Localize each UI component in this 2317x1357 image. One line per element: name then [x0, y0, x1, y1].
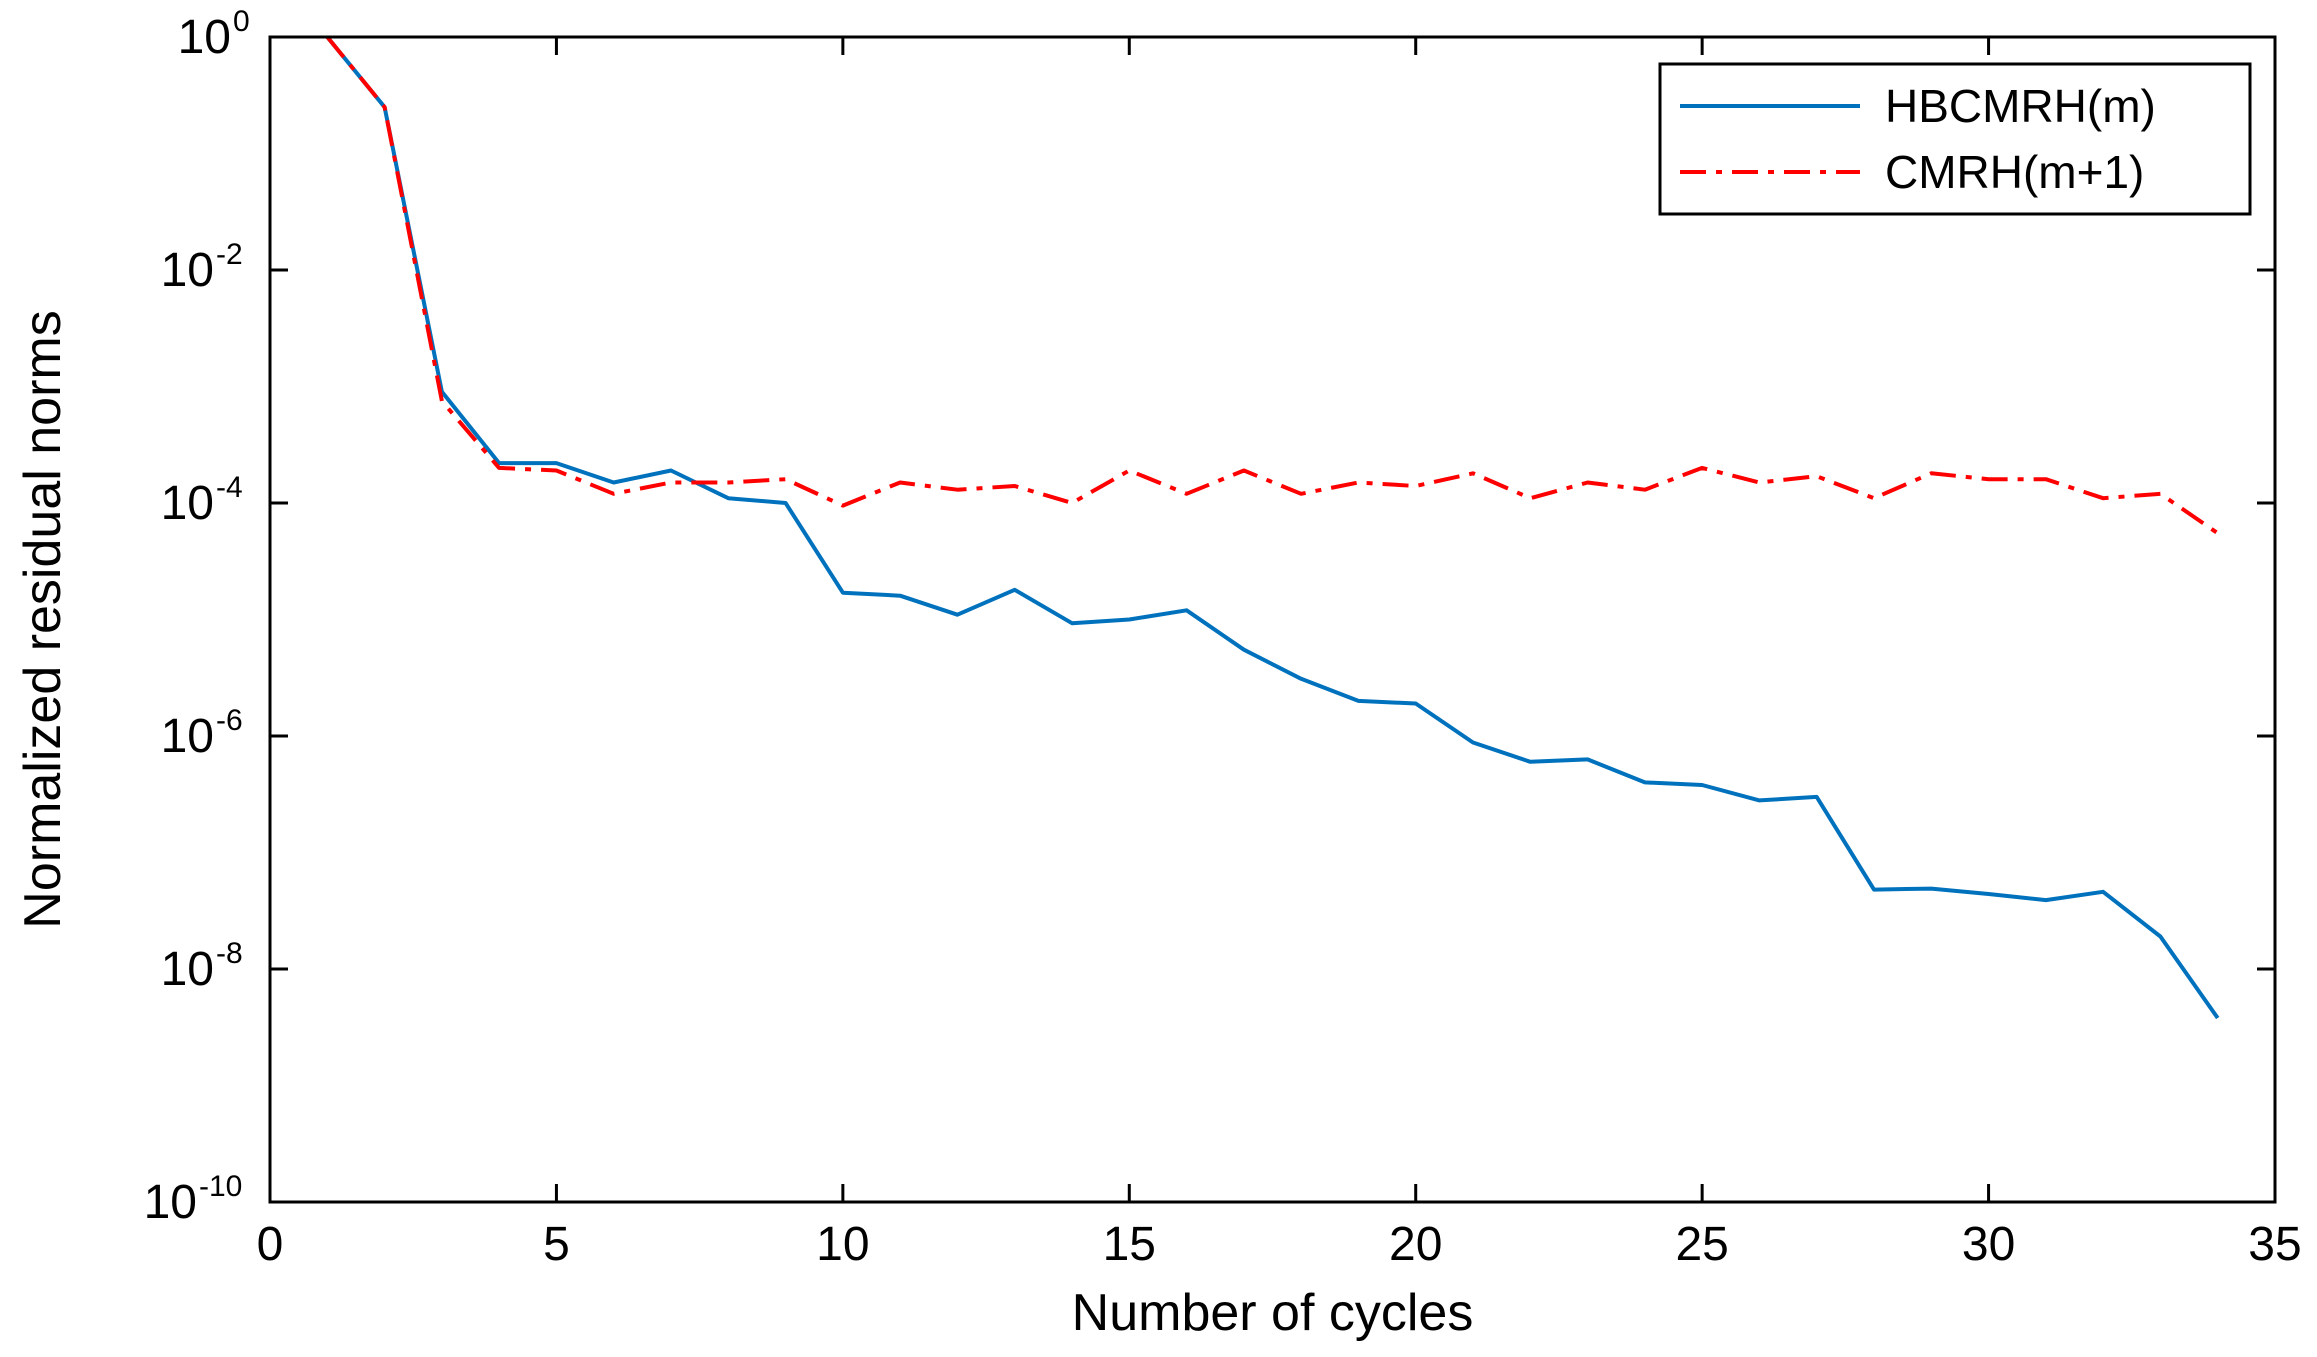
y-tick-label: 10 -4 — [161, 471, 243, 530]
y-tick-label: 10 -8 — [161, 937, 243, 996]
x-tick-label: 0 — [257, 1218, 284, 1271]
legend-label: CMRH(m+1) — [1885, 146, 2144, 198]
y-tick-label: 10 -2 — [161, 238, 243, 297]
y-tick-label: 10 0 — [178, 5, 250, 64]
y-tick-exponent: -8 — [216, 937, 243, 970]
y-tick-base: 10 — [161, 710, 214, 763]
series-line-hbcmrh-m — [325, 37, 2220, 1020]
x-tick-label: 30 — [1962, 1218, 2015, 1271]
y-tick-exponent: -6 — [216, 704, 243, 737]
y-tick-exponent: -10 — [199, 1170, 242, 1203]
x-axis-label: Number of cycles — [1072, 1284, 1474, 1342]
y-axis-label: Normalized residual norms — [14, 310, 72, 928]
legend-label: HBCMRH(m) — [1885, 80, 2156, 132]
x-tick-label: 35 — [2248, 1218, 2301, 1271]
legend: HBCMRH(m) CMRH(m+1) — [1658, 62, 2252, 216]
series-line-cmrh-m-1 — [325, 37, 2219, 535]
y-tick-base: 10 — [161, 943, 214, 996]
x-tick-label: 15 — [1103, 1218, 1156, 1271]
plot-frame — [268, 35, 2277, 1204]
y-tick-exponent: -4 — [216, 471, 243, 504]
y-tick-base: 10 — [144, 1176, 197, 1229]
x-tick-label: 25 — [1675, 1218, 1728, 1271]
x-tick-label: 5 — [543, 1218, 570, 1271]
y-tick-label: 10 -6 — [161, 704, 243, 763]
x-tick-label: 20 — [1389, 1218, 1442, 1271]
series-layer — [325, 37, 2220, 1020]
y-tick-base: 10 — [161, 477, 214, 530]
y-tick-base: 10 — [161, 244, 214, 297]
y-tick-base: 10 — [178, 11, 231, 64]
y-tick-exponent: -2 — [216, 238, 243, 271]
legend-box — [1658, 62, 2252, 216]
x-tick-label: 10 — [816, 1218, 869, 1271]
y-tick-label: 10 -10 — [144, 1170, 243, 1229]
y-tick-exponent: 0 — [233, 5, 250, 38]
